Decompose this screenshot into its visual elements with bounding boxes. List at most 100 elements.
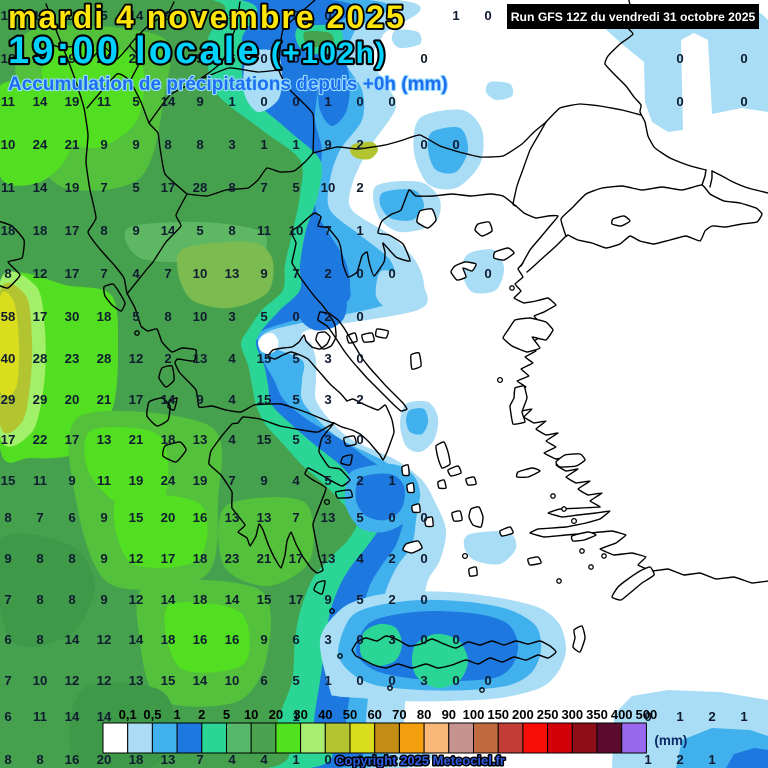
svg-text:23: 23 (225, 551, 240, 566)
svg-text:23: 23 (65, 351, 80, 366)
svg-text:7: 7 (4, 592, 11, 607)
svg-text:6: 6 (292, 632, 299, 647)
svg-text:13: 13 (225, 510, 240, 525)
svg-text:0: 0 (740, 94, 747, 109)
svg-text:7: 7 (228, 473, 235, 488)
svg-text:0: 0 (388, 510, 395, 525)
svg-text:1: 1 (644, 752, 651, 767)
svg-text:1: 1 (356, 51, 363, 66)
svg-text:0: 0 (292, 309, 299, 324)
svg-text:9: 9 (68, 51, 75, 66)
svg-text:18: 18 (1, 223, 16, 238)
svg-text:0: 0 (356, 632, 363, 647)
svg-text:18: 18 (129, 752, 144, 767)
svg-text:21: 21 (257, 551, 272, 566)
svg-text:2: 2 (708, 709, 715, 724)
svg-text:1: 1 (324, 94, 331, 109)
svg-text:6: 6 (260, 673, 267, 688)
svg-text:13: 13 (321, 551, 336, 566)
svg-text:4: 4 (228, 351, 236, 366)
svg-text:9: 9 (164, 8, 171, 23)
svg-text:14: 14 (33, 180, 48, 195)
svg-text:2: 2 (260, 8, 267, 23)
svg-text:12: 12 (97, 632, 112, 647)
svg-text:40: 40 (1, 351, 16, 366)
svg-text:14: 14 (97, 709, 112, 724)
svg-text:9: 9 (132, 137, 139, 152)
svg-text:14: 14 (33, 94, 48, 109)
svg-text:9: 9 (196, 392, 203, 407)
svg-text:6: 6 (228, 51, 235, 66)
svg-text:1: 1 (356, 223, 363, 238)
svg-text:6: 6 (4, 632, 11, 647)
svg-text:10: 10 (225, 673, 240, 688)
svg-text:28: 28 (97, 351, 112, 366)
svg-text:15: 15 (161, 673, 176, 688)
svg-text:12: 12 (65, 673, 80, 688)
svg-text:18: 18 (97, 309, 112, 324)
svg-text:29: 29 (1, 392, 16, 407)
svg-text:24: 24 (97, 51, 112, 66)
svg-text:1: 1 (324, 673, 331, 688)
svg-text:9: 9 (164, 51, 171, 66)
svg-text:2: 2 (198, 707, 205, 722)
svg-text:8: 8 (36, 752, 43, 767)
svg-text:0: 0 (420, 137, 427, 152)
svg-text:3: 3 (228, 137, 235, 152)
svg-text:14: 14 (161, 223, 176, 238)
svg-text:0: 0 (420, 632, 427, 647)
svg-text:7: 7 (100, 180, 107, 195)
svg-text:7: 7 (36, 510, 43, 525)
svg-text:15: 15 (257, 592, 272, 607)
svg-text:4: 4 (292, 473, 300, 488)
svg-text:350: 350 (586, 707, 608, 722)
svg-text:mardi 4 novembre 2025: mardi 4 novembre 2025 (8, 0, 406, 35)
svg-text:3: 3 (324, 632, 331, 647)
svg-text:6: 6 (68, 510, 75, 525)
svg-text:12: 12 (129, 351, 144, 366)
svg-text:100: 100 (463, 707, 485, 722)
svg-text:0: 0 (484, 266, 491, 281)
svg-text:2: 2 (292, 8, 299, 23)
svg-text:1: 1 (292, 709, 299, 724)
svg-text:12: 12 (129, 551, 144, 566)
svg-text:2: 2 (388, 551, 395, 566)
svg-text:1: 1 (292, 752, 299, 767)
svg-text:3: 3 (324, 351, 331, 366)
svg-text:8: 8 (228, 223, 235, 238)
svg-text:16: 16 (65, 752, 80, 767)
svg-text:0: 0 (484, 673, 491, 688)
svg-text:5: 5 (100, 8, 107, 23)
svg-text:0: 0 (452, 673, 459, 688)
svg-text:7: 7 (4, 673, 11, 688)
svg-text:11: 11 (1, 94, 15, 109)
svg-text:1: 1 (292, 137, 299, 152)
svg-text:5: 5 (228, 8, 235, 23)
svg-text:8: 8 (68, 592, 75, 607)
svg-text:3: 3 (324, 392, 331, 407)
svg-text:14: 14 (193, 673, 208, 688)
svg-text:4: 4 (132, 266, 140, 281)
svg-text:0: 0 (356, 673, 363, 688)
svg-text:0: 0 (388, 673, 395, 688)
svg-text:8: 8 (36, 551, 43, 566)
svg-text:7: 7 (100, 266, 107, 281)
svg-text:80: 80 (417, 707, 431, 722)
svg-text:1: 1 (173, 707, 180, 722)
svg-text:18: 18 (33, 223, 48, 238)
svg-text:5: 5 (132, 94, 139, 109)
svg-text:14: 14 (161, 94, 176, 109)
svg-text:2: 2 (324, 266, 331, 281)
svg-text:500: 500 (636, 707, 658, 722)
svg-text:9: 9 (260, 473, 267, 488)
svg-text:9: 9 (4, 551, 11, 566)
svg-text:7: 7 (292, 266, 299, 281)
svg-text:8: 8 (4, 266, 11, 281)
svg-text:0: 0 (644, 709, 651, 724)
svg-text:10: 10 (1, 137, 16, 152)
svg-text:58: 58 (1, 309, 16, 324)
svg-text:17: 17 (65, 432, 80, 447)
svg-text:5: 5 (292, 392, 299, 407)
svg-text:24: 24 (161, 473, 176, 488)
svg-text:1: 1 (708, 752, 715, 767)
